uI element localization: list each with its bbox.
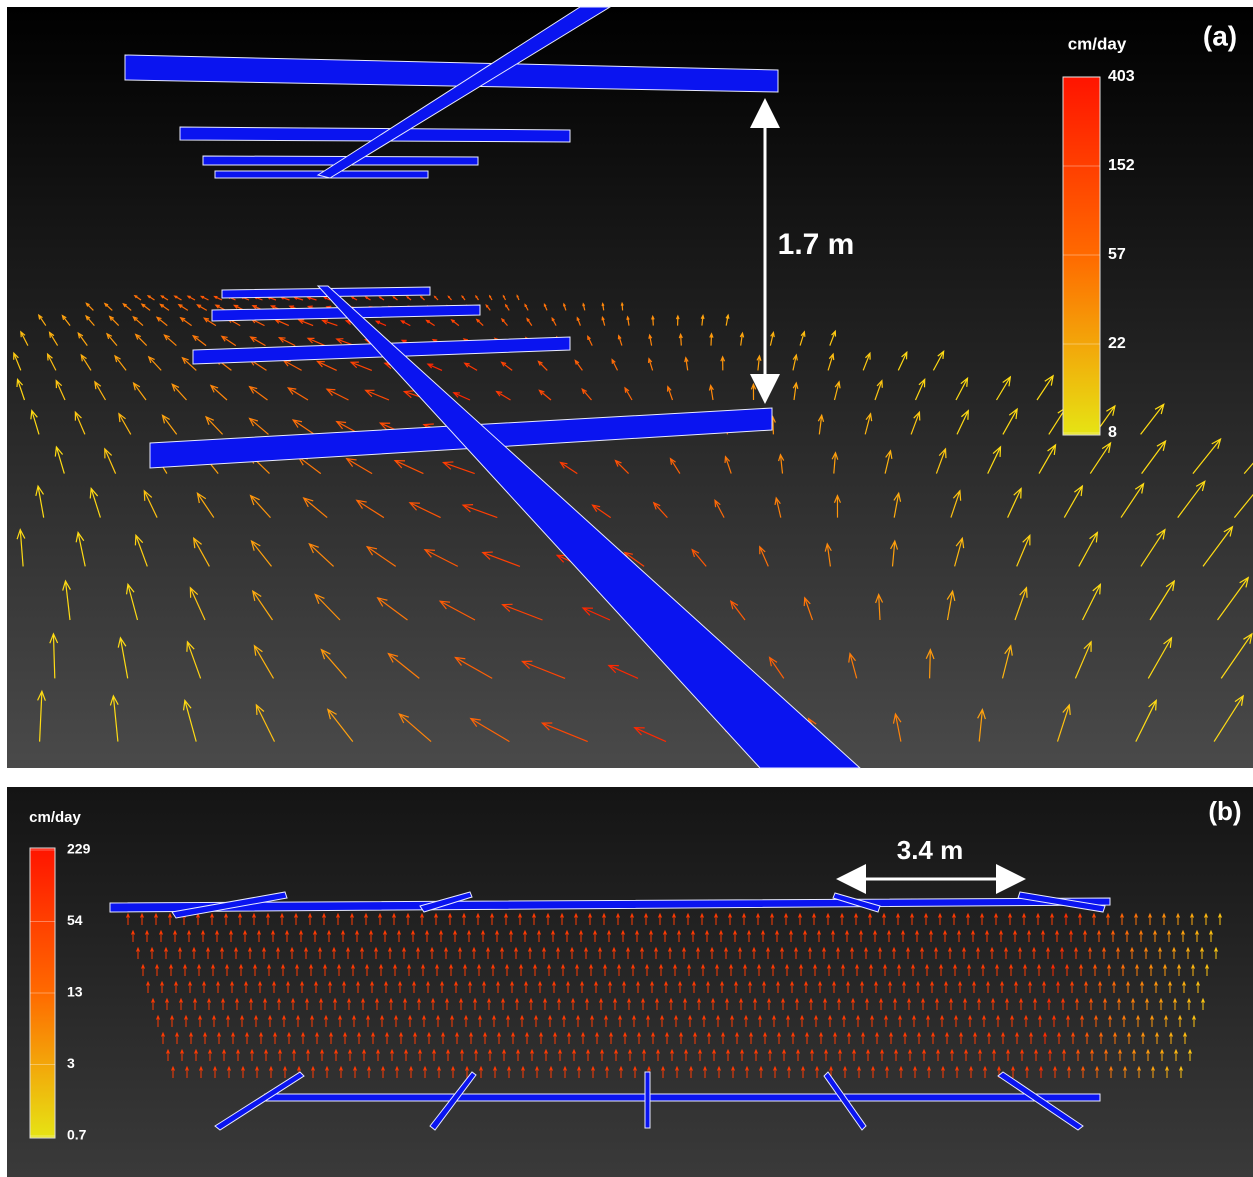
colorbar-tick-label: 57	[1108, 246, 1126, 263]
flow-arrow	[773, 417, 774, 435]
colorbar-tick-label: 3	[67, 1055, 75, 1071]
colorbar-title: cm/day	[1068, 34, 1127, 53]
beam	[265, 1094, 1100, 1101]
colorbar	[1063, 77, 1100, 435]
panel-a: 1.7 m (a) cm/day 403 152 57 22 8	[7, 7, 1253, 768]
panel-label: (b)	[1208, 796, 1241, 826]
colorbar-tick-label: 22	[1108, 335, 1126, 352]
colorbar-title: cm/day	[29, 809, 81, 826]
distance-label: 1.7 m	[778, 228, 855, 261]
distance-label: 3.4 m	[897, 835, 964, 865]
colorbar-tick-label: 54	[67, 912, 83, 928]
colorbar-tick-label: 229	[67, 841, 91, 857]
panel-label: (a)	[1203, 20, 1237, 51]
panel-b: 3.4 m (b) cm/day 229 54 13 3 0.7	[7, 787, 1253, 1177]
colorbar-tick-label: 152	[1108, 157, 1135, 174]
page: 1.7 m (a) cm/day 403 152 57 22 8 3.4 m (b) c…	[0, 0, 1253, 1177]
colorbar-tick-label: 0.7	[67, 1127, 87, 1143]
flow-arrow	[930, 650, 931, 679]
colorbar-tick-label: 8	[1108, 424, 1117, 441]
beam	[645, 1072, 650, 1128]
colorbar-tick-label: 403	[1108, 68, 1135, 85]
colorbar-tick-label: 13	[67, 984, 83, 1000]
figure: 1.7 m (a) cm/day 403 152 57 22 8 3.4 m (b) c…	[0, 0, 1253, 1177]
